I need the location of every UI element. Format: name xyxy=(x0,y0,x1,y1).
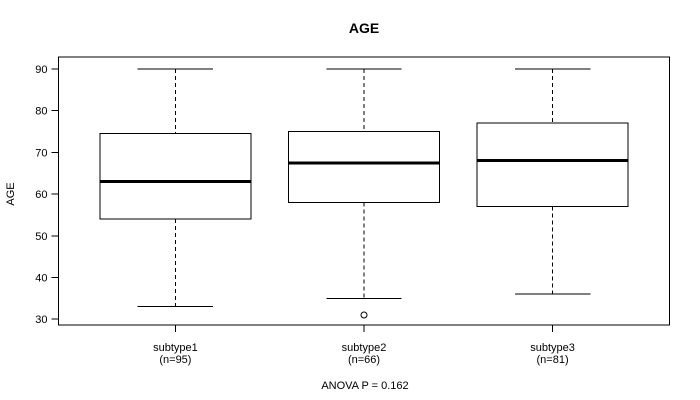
y-tick-label: 30 xyxy=(35,314,47,326)
y-axis-title: AGE xyxy=(5,182,17,205)
box-subtype2 xyxy=(288,131,440,203)
box-subtype3 xyxy=(476,122,629,208)
y-tick-label: 80 xyxy=(35,106,47,118)
anova-annotation: ANOVA P = 0.162 xyxy=(321,380,408,392)
outlier-point-subtype2 xyxy=(360,311,368,319)
y-tick-label: 40 xyxy=(35,273,47,285)
x-group-sublabel: (n=81) xyxy=(537,354,569,366)
x-group-label: subtype1 xyxy=(153,342,198,354)
y-tick-label: 50 xyxy=(35,231,47,243)
x-axis: subtype1(n=95) subtype2(n=66) subtype3(n=8… xyxy=(153,325,575,366)
box-subtype1 xyxy=(99,133,252,220)
x-group-label: subtype3 xyxy=(530,342,575,354)
x-group-sublabel: (n=95) xyxy=(159,354,191,366)
x-group-sublabel: (n=66) xyxy=(348,354,380,366)
y-tick-label: 70 xyxy=(35,147,47,159)
y-axis: 30 40 50 60 70 80 90 xyxy=(35,64,59,326)
x-group-label: subtype2 xyxy=(342,342,387,354)
chart-title: AGE xyxy=(349,20,379,36)
y-tick-label: 60 xyxy=(35,189,47,201)
boxplots xyxy=(99,68,629,319)
y-tick-label: 90 xyxy=(35,64,47,76)
